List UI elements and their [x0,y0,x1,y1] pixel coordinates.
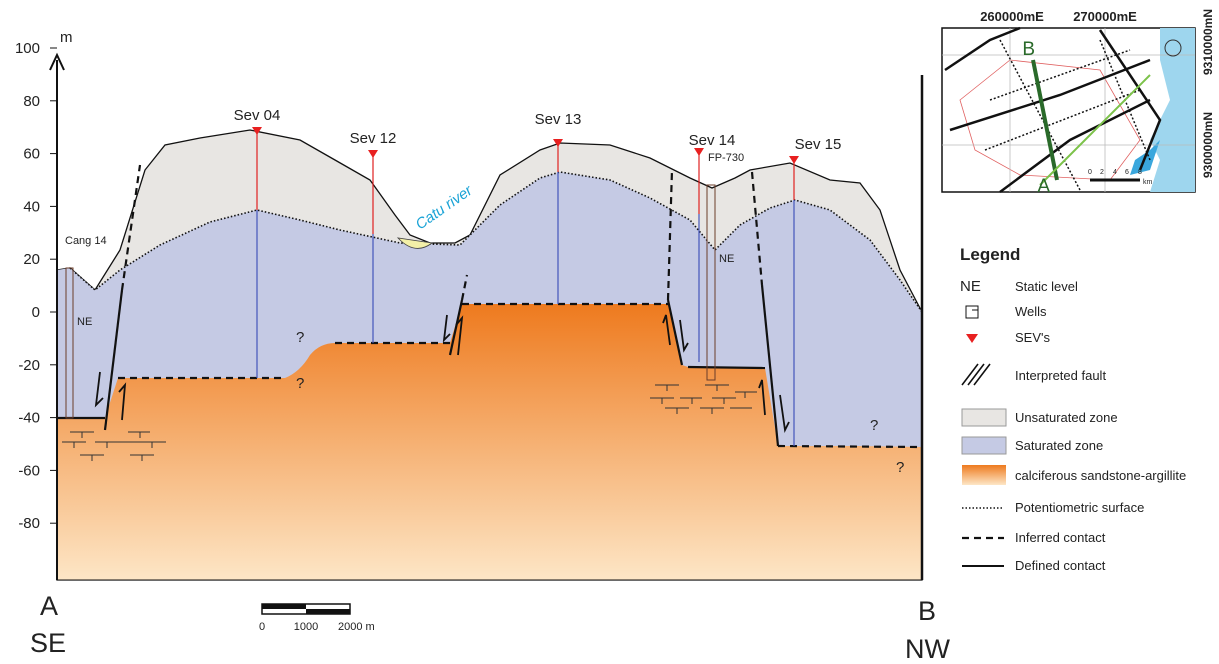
y-tick-label: -20 [18,357,40,374]
legend-label: Saturated zone [1015,438,1103,453]
sev-marker [368,150,378,158]
page: {"axis":{"unit":"m","ticks":[100,80,60,4… [0,0,1219,664]
y-tick-label: -60 [18,462,40,479]
question-mark: ? [870,417,878,434]
static-level: NE [77,316,92,328]
y-tick-label: 100 [15,40,40,57]
legend-label: Static level [1015,279,1078,294]
sev-label: Sev 14 [689,132,736,149]
legend-label: Interpreted fault [1015,368,1106,383]
y-tick-label: -80 [18,515,40,532]
y-ticks: 100 80 60 40 20 0 -20 -40 -60 -80 [15,40,57,532]
legend-label: Wells [1015,304,1047,319]
northing: 9300000mN [1201,112,1215,178]
y-tick-label: 40 [23,198,40,215]
sev-label: Sev 12 [350,130,397,147]
map-scale: 4 [1113,169,1117,176]
scale-label: 0 [259,621,265,633]
sev-label: Sev 15 [795,136,842,153]
legend-label: Defined contact [1015,558,1106,573]
legend-label: Unsaturated zone [1015,410,1118,425]
scale-label: 1000 [294,621,318,633]
question-mark: ? [296,375,304,392]
y-tick-label: 20 [23,251,40,268]
map-scale: km [1143,179,1153,186]
legend-symbol: NE [960,278,981,295]
map-scale: 2 [1100,169,1104,176]
end-direction: NW [905,634,950,664]
legend-label: SEV's [1015,330,1050,345]
easting: 270000mE [1073,9,1137,24]
map-scale: 6 [1125,169,1129,176]
y-tick-label: 0 [32,304,40,321]
well-label: FP-730 [708,152,744,164]
start-direction: SE [30,628,66,658]
well-label: Cang 14 [65,235,107,247]
static-level: NE [719,253,734,265]
question-mark: ? [296,329,304,346]
legend-title: Legend [960,245,1020,264]
legend-label: calciferous sandstone-argillite [1015,468,1186,483]
easting: 260000mE [980,9,1044,24]
legend-label: Potentiometric surface [1015,500,1144,515]
section-end: A [1037,176,1050,197]
sev-label: Sev 13 [535,111,582,128]
defined-contact [688,367,765,368]
start-letter: A [40,591,58,621]
end-letter: B [918,596,936,626]
section-end: B [1022,39,1035,60]
location-map: B A 260000mE 270000mE 9310000mN 9300000m… [942,9,1215,197]
river-label: Catu river [413,181,477,233]
section: 100 80 60 40 20 0 -20 -40 -60 -80 m Sev 04 Sev 12… [15,29,951,664]
question-mark: ? [896,459,904,476]
legend: Legend NE Static level Wells SEV's Inter… [960,245,1186,573]
map-scale: 8 [1138,169,1142,176]
sev-marker [694,148,704,156]
legend-label: Inferred contact [1015,530,1106,545]
y-tick-label: 80 [23,93,40,110]
sev-label: Sev 04 [234,107,281,124]
northing: 9310000mN [1201,9,1215,75]
y-tick-label: 60 [23,146,40,163]
map-scale: 0 [1088,169,1092,176]
cross-section: 100806040200-20-40-60-80 m Sev 04 Sev 12… [0,0,1219,664]
scale-bar: 0 1000 2000 m [259,604,375,633]
axis-unit: m [60,29,73,46]
y-tick-label: -40 [18,410,40,427]
scale-label: 2000 m [338,621,375,633]
